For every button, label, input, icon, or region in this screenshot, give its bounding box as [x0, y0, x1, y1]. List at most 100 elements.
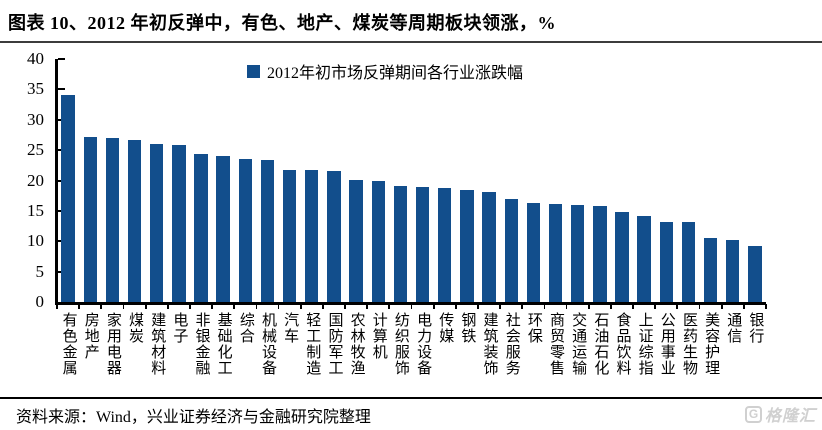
bar: [681, 222, 696, 302]
x-category-label: 有色金属: [60, 312, 77, 376]
bar: [216, 156, 230, 302]
x-axis-tick: [565, 304, 568, 309]
x-axis-tick: [454, 304, 457, 309]
x-axis-tick: [521, 304, 524, 309]
x-axis-tick: [499, 304, 502, 309]
x-axis-tick: [543, 304, 546, 309]
bar: [61, 95, 75, 302]
x-axis-tick: [144, 304, 147, 309]
bar: [593, 206, 607, 302]
x-category-label: 建筑材料: [149, 312, 166, 376]
x-category-label: 电力设备: [415, 312, 432, 376]
x-category-label: 综合: [237, 312, 254, 344]
bar: [637, 215, 651, 302]
bar: [282, 169, 297, 302]
x-axis-tick: [676, 304, 679, 309]
x-category-label: 通信: [725, 312, 742, 344]
x-category-label: 煤炭: [127, 312, 144, 344]
y-axis-tick-label: 0: [35, 292, 45, 311]
x-category-label: 食品饮料: [614, 312, 631, 376]
x-category-label: 基础化工: [215, 312, 232, 376]
x-category-label: 电子: [171, 312, 188, 344]
x-axis-tick: [410, 304, 413, 309]
x-axis-tick: [654, 304, 657, 309]
y-axis-tick-label: 20: [27, 170, 44, 190]
legend-label: 2012年初市场反弹期间各行业涨跌幅: [267, 65, 524, 82]
bar: [305, 170, 319, 302]
x-category-label: 上证综指: [636, 312, 653, 376]
bar: [260, 159, 275, 302]
x-axis-tick: [166, 304, 169, 309]
x-axis-tick: [277, 304, 280, 309]
x-axis-tick: [742, 304, 745, 309]
bar: [748, 246, 762, 302]
x-axis-tick: [477, 304, 479, 309]
x-axis-tick: [321, 304, 324, 309]
x-axis-tick: [122, 304, 125, 309]
footer-divider: [0, 397, 822, 399]
bar: [570, 205, 585, 302]
bar: [460, 189, 474, 302]
x-category-label: 汽车: [282, 312, 299, 344]
bar: [83, 137, 97, 302]
x-category-label: 公用事业: [658, 312, 675, 376]
x-category-label: 农林牧渔: [348, 312, 365, 376]
bar: [150, 144, 164, 302]
y-axis-tick: [58, 88, 65, 91]
x-axis-tick: [233, 304, 236, 309]
x-category-label: 国防军工: [326, 312, 343, 376]
y-axis-tick-label: 25: [27, 140, 44, 160]
x-axis-tick: [610, 304, 612, 309]
x-axis-tick: [255, 304, 258, 309]
x-category-label: 交通运输: [570, 312, 587, 376]
bar: [504, 199, 518, 302]
bar: [127, 140, 142, 302]
bar: [726, 240, 740, 302]
x-category-label: 医药生物: [680, 312, 697, 376]
x-axis-tick: [189, 304, 191, 309]
x-category-label: 非银金融: [193, 312, 210, 376]
bar: [327, 170, 341, 302]
bar: [659, 221, 673, 302]
x-axis-tick: [765, 304, 767, 309]
gelonghui-logo-text: 格隆汇: [765, 408, 817, 425]
x-category-label: 银行: [747, 312, 764, 344]
bar: [438, 188, 452, 302]
y-axis-tick-label: 10: [27, 231, 44, 251]
gelonghui-logo: G 格隆汇: [745, 402, 816, 426]
x-category-label: 传媒: [437, 312, 454, 344]
y-axis-tick-label: 5: [35, 261, 45, 281]
x-category-label: 计算机: [370, 312, 387, 360]
x-axis-line: [55, 302, 766, 305]
bar: [526, 202, 541, 302]
x-category-label: 钢铁: [459, 312, 476, 344]
x-category-label: 轻工制造: [304, 312, 321, 376]
chart-legend: 2012年初市场反弹期间各行业涨跌幅: [247, 59, 523, 83]
bar: [703, 238, 718, 302]
gelonghui-logo-icon: G: [745, 405, 762, 423]
x-category-label: 房地产: [82, 312, 99, 360]
x-axis-tick: [366, 304, 369, 309]
bar: [482, 192, 496, 302]
x-axis-tick: [388, 304, 391, 309]
x-category-label: 石油石化: [592, 312, 609, 376]
x-axis-tick: [632, 304, 634, 309]
x-axis-tick: [344, 304, 346, 309]
bar: [194, 154, 208, 302]
x-category-label: 美容护理: [703, 312, 720, 376]
y-axis-tick-label: 40: [27, 49, 44, 68]
bar: [393, 185, 408, 302]
y-axis-tick: [58, 58, 65, 60]
x-category-label: 环保: [525, 312, 542, 344]
bar: [548, 204, 563, 302]
x-category-label: 机械设备: [259, 312, 276, 376]
y-axis-tick-label: 15: [27, 200, 44, 220]
bar: [238, 158, 253, 302]
x-category-label: 商贸零售: [548, 312, 565, 376]
x-axis-tick: [720, 304, 723, 309]
figure-title: 图表 10、2012 年初反弹中，有色、地产、煤炭等周期板块领涨，%: [8, 13, 556, 33]
x-axis-tick: [78, 304, 81, 309]
y-axis-tick-label: 30: [27, 109, 44, 129]
x-axis-tick: [432, 304, 435, 309]
